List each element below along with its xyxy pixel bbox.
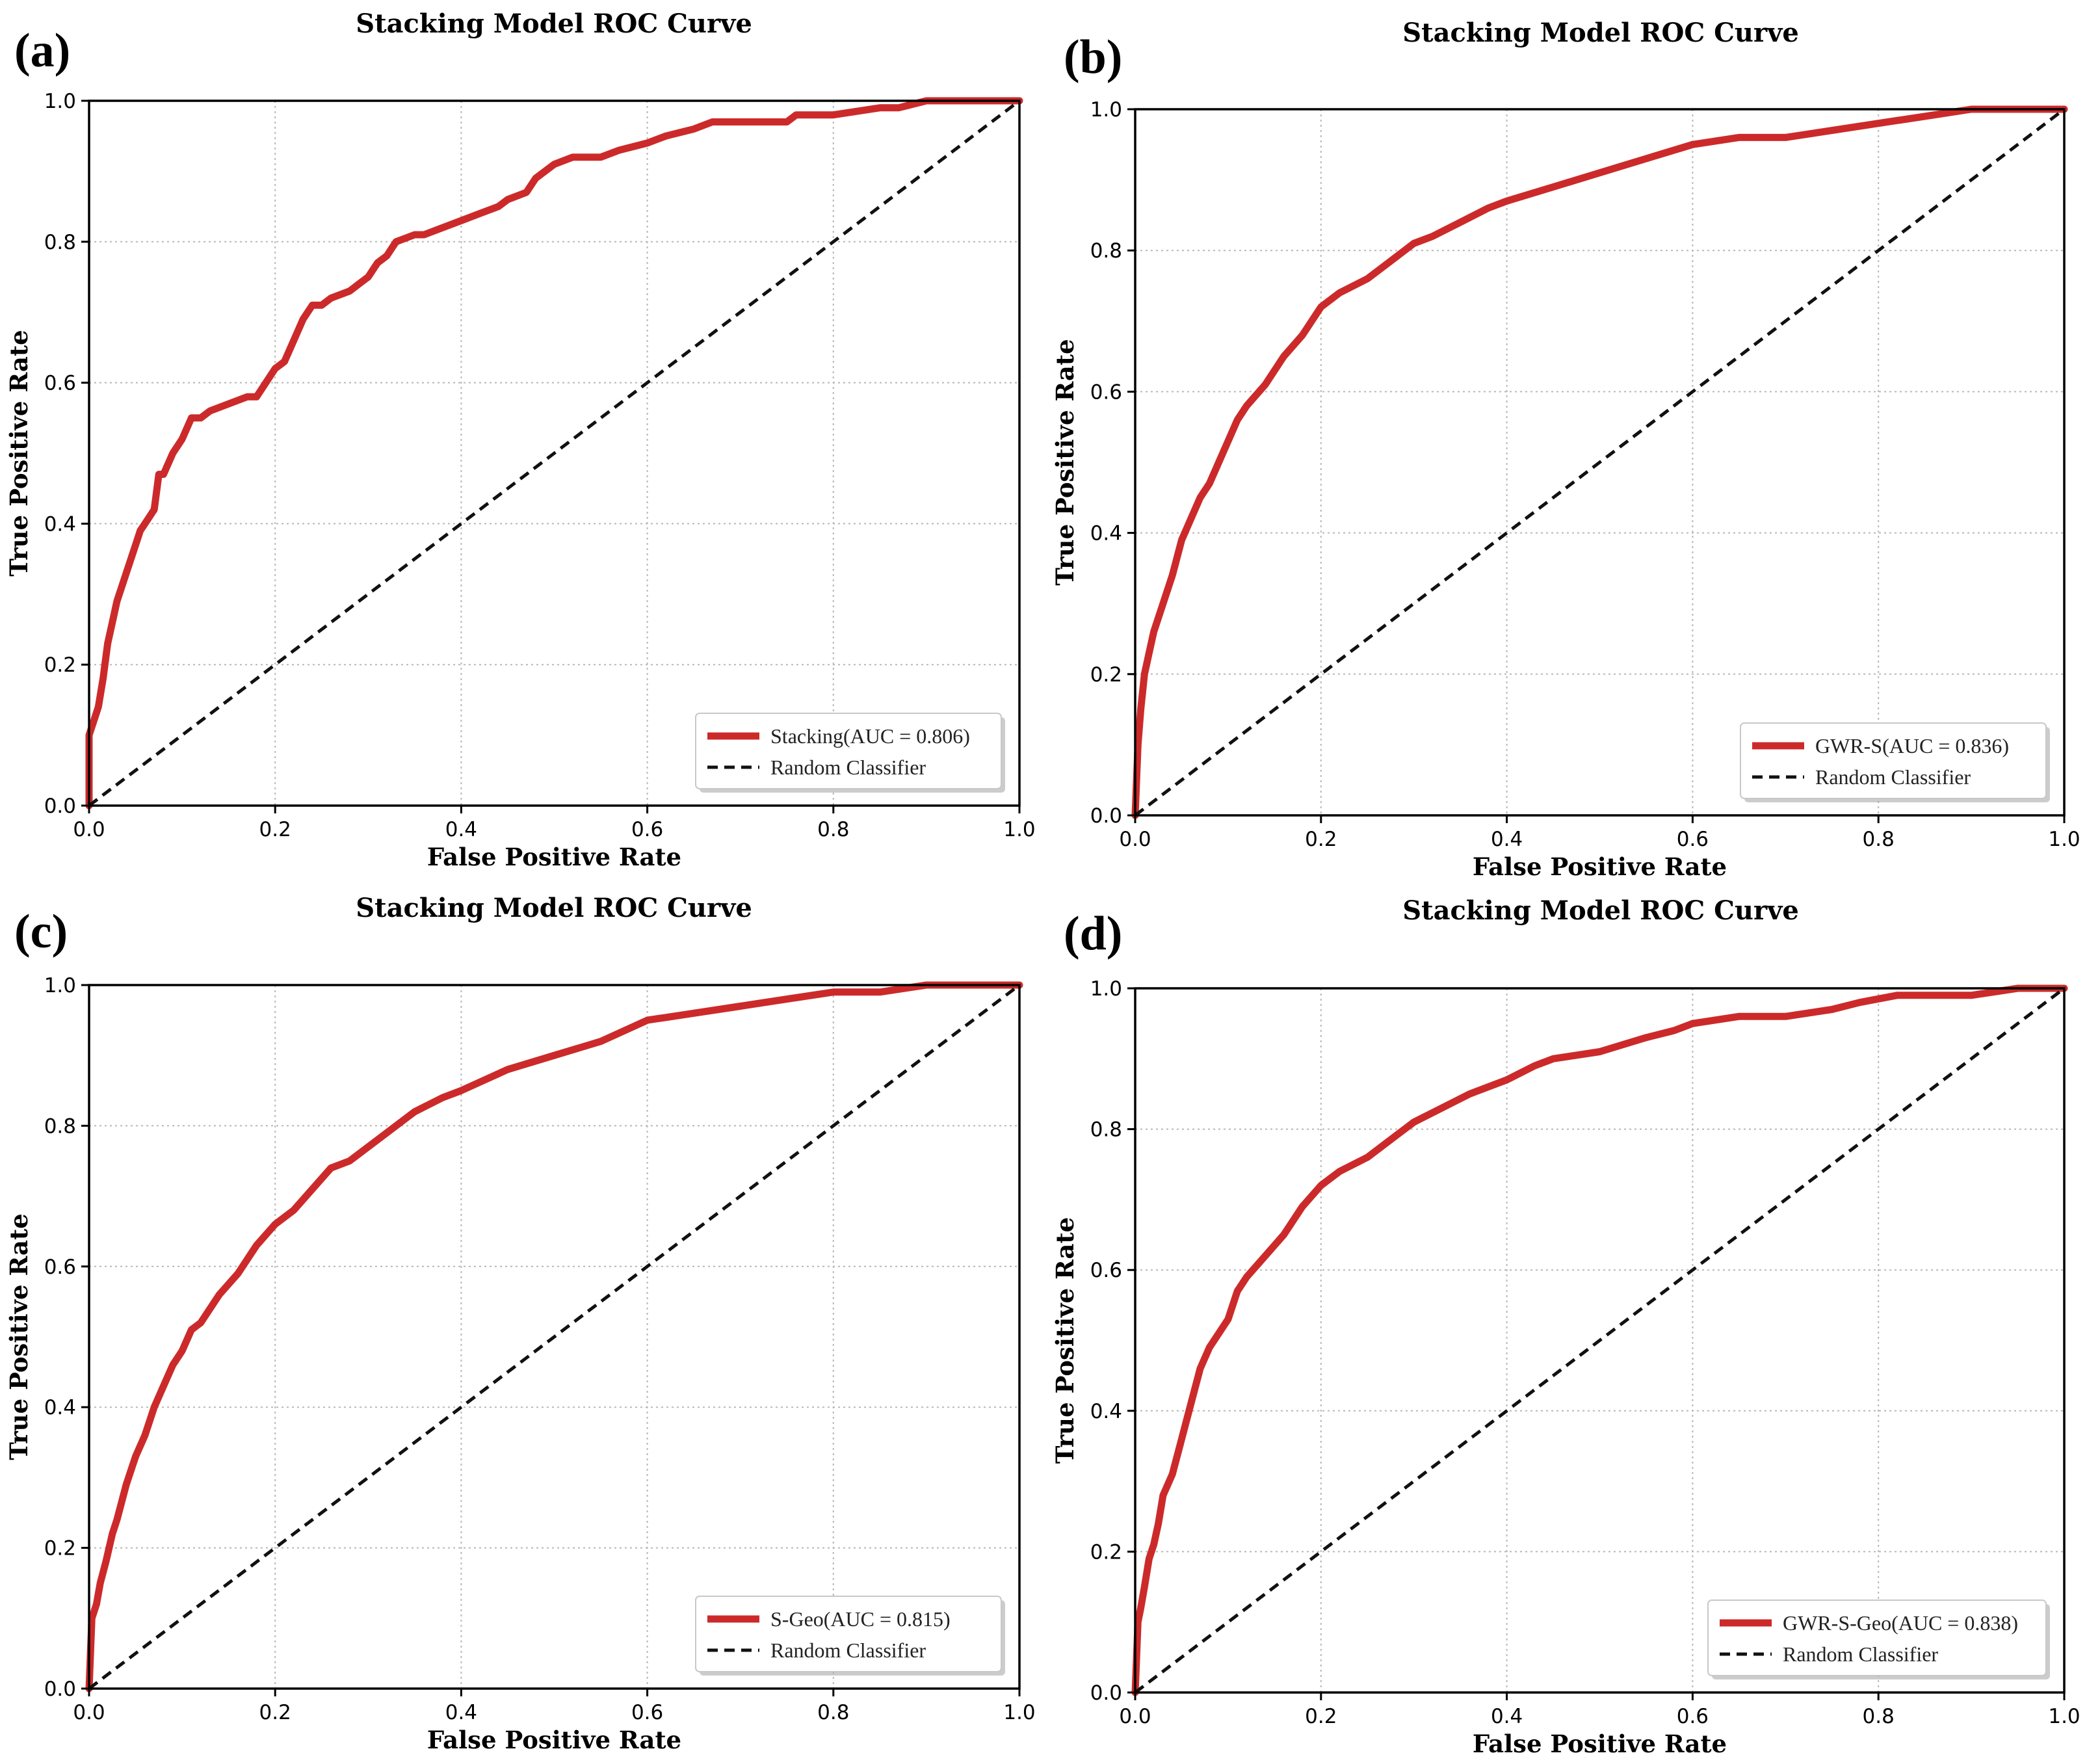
chart-title: Stacking Model ROC Curve xyxy=(1402,18,1799,48)
y-tick-label: 0.4 xyxy=(1090,522,1122,546)
chart-panel-2: (b) Stacking Model ROC Curve 0.0 0.2 0.4 0.6 0… xyxy=(1051,18,2080,881)
legend-entry-label: GWR-S(AUC = 0.836) xyxy=(1815,734,2009,757)
x-tick-label: 0.4 xyxy=(445,818,477,841)
y-tick-label: 0.8 xyxy=(1090,239,1122,263)
legend-entry-label: GWR-S-Geo(AUC = 0.838) xyxy=(1783,1611,2018,1635)
y-tick-label: 0.8 xyxy=(44,1114,76,1138)
x-tick-label: 0.4 xyxy=(1491,1705,1523,1728)
legend-entry-label: Stacking(AUC = 0.806) xyxy=(770,724,970,748)
roc-curve-line xyxy=(1131,984,2068,1696)
y-tick-label: 0.8 xyxy=(44,231,76,254)
random-classifier-line xyxy=(88,99,1021,807)
y-tick-label: 0.4 xyxy=(44,1396,76,1419)
x-tick-label: 0.4 xyxy=(1491,828,1523,851)
x-tick-label: 0.6 xyxy=(631,1701,663,1724)
x-tick-label: 1.0 xyxy=(2048,828,2080,851)
y-tick-label: 0.4 xyxy=(44,512,76,536)
y-tick-label: 0.6 xyxy=(44,1256,76,1279)
random-classifier-line xyxy=(88,984,1021,1690)
y-tick-label: 1.0 xyxy=(1090,977,1122,1001)
axes-frame xyxy=(88,984,1021,1690)
y-tick-label: 0.0 xyxy=(1090,804,1122,828)
chart-panel-4: (d) Stacking Model ROC Curve 0.0 0.2 0.4 0.6 0… xyxy=(1051,895,2080,1758)
axes-frame xyxy=(1134,987,2066,1694)
legend-entry-label: Random Classifier xyxy=(770,756,926,779)
y-tick-label: 1.0 xyxy=(1090,98,1122,122)
x-tick-label: 0.8 xyxy=(817,1701,849,1724)
y-tick-label: 0.6 xyxy=(1090,380,1122,404)
legend-box xyxy=(695,713,1002,789)
x-tick-label: 0.0 xyxy=(73,818,105,841)
panel-label: (c) xyxy=(14,905,68,958)
chart-title: Stacking Model ROC Curve xyxy=(356,8,752,39)
panel-label: (b) xyxy=(1064,31,1122,84)
legend-box xyxy=(1707,1599,2047,1676)
x-tick-label: 0.0 xyxy=(1119,828,1151,851)
x-tick-label: 0.0 xyxy=(1119,1705,1151,1728)
legend-box xyxy=(1740,722,2047,799)
y-tick-label: 0.2 xyxy=(1090,663,1122,687)
legend: Stacking(AUC = 0.806) Random Classifier xyxy=(695,713,1005,793)
legend-entry-label: Random Classifier xyxy=(770,1639,926,1662)
x-tick-label: 1.0 xyxy=(1003,1701,1035,1724)
y-tick-label: 0.8 xyxy=(1090,1118,1122,1142)
roc-curve-line xyxy=(85,97,1023,810)
chart-title: Stacking Model ROC Curve xyxy=(1402,895,1799,926)
legend-entry-label: Random Classifier xyxy=(1783,1642,1938,1666)
random-classifier-line xyxy=(1134,987,2066,1694)
x-tick-label: 0.8 xyxy=(817,818,849,841)
x-tick-label: 0.4 xyxy=(445,1701,477,1724)
x-tick-label: 0.6 xyxy=(631,818,663,841)
axes-frame xyxy=(1134,108,2066,817)
x-tick-label: 0.2 xyxy=(259,818,291,841)
x-axis-label: False Positive Rate xyxy=(1473,852,1727,881)
y-tick-label: 0.4 xyxy=(1090,1400,1122,1423)
y-tick-label: 0.6 xyxy=(1090,1259,1122,1282)
y-tick-label: 0.2 xyxy=(44,1537,76,1560)
random-classifier-line xyxy=(1134,108,2066,817)
y-tick-label: 0.6 xyxy=(44,372,76,395)
legend-entry-label: Random Classifier xyxy=(1815,765,1971,789)
y-tick-label: 0.0 xyxy=(44,1678,76,1701)
x-tick-label: 1.0 xyxy=(2048,1705,2080,1728)
legend-entry-label: S-Geo(AUC = 0.815) xyxy=(770,1607,951,1631)
x-tick-label: 0.0 xyxy=(73,1701,105,1724)
roc-curve-line xyxy=(1131,105,2068,819)
panel-label: (d) xyxy=(1064,907,1122,960)
y-axis-label: True Positive Rate xyxy=(5,1213,33,1460)
chart-panel-1: (a) Stacking Model ROC Curve 0.0 0.2 0.4 0.6 0… xyxy=(5,8,1036,871)
y-axis-label: True Positive Rate xyxy=(5,330,33,576)
x-tick-label: 0.6 xyxy=(1677,828,1709,851)
roc-curve-line xyxy=(85,981,1023,1692)
x-tick-label: 0.6 xyxy=(1677,1705,1709,1728)
y-axis-label: True Positive Rate xyxy=(1051,1217,1079,1464)
y-tick-label: 1.0 xyxy=(44,90,76,113)
y-axis-label: True Positive Rate xyxy=(1051,339,1079,585)
y-tick-label: 0.2 xyxy=(44,653,76,677)
y-tick-label: 0.0 xyxy=(1090,1681,1122,1705)
legend: GWR-S(AUC = 0.836) Random Classifier xyxy=(1740,722,2050,802)
legend-box xyxy=(695,1596,1002,1672)
x-tick-label: 0.2 xyxy=(1305,828,1337,851)
axes-frame xyxy=(88,99,1021,807)
x-axis-label: False Positive Rate xyxy=(427,1726,681,1754)
chart-title: Stacking Model ROC Curve xyxy=(356,893,752,923)
x-tick-label: 0.2 xyxy=(259,1701,291,1724)
y-tick-label: 0.0 xyxy=(44,795,76,818)
chart-panel-3: (c) Stacking Model ROC Curve 0.0 0.2 0.4 0.6 0… xyxy=(5,893,1036,1754)
y-tick-label: 1.0 xyxy=(44,974,76,997)
panel-label: (a) xyxy=(14,24,70,77)
legend: S-Geo(AUC = 0.815) Random Classifier xyxy=(695,1596,1005,1676)
x-tick-label: 0.8 xyxy=(1863,828,1895,851)
y-tick-label: 0.2 xyxy=(1090,1540,1122,1564)
x-tick-label: 0.8 xyxy=(1863,1705,1895,1728)
x-axis-label: False Positive Rate xyxy=(427,843,681,871)
x-tick-label: 1.0 xyxy=(1003,818,1035,841)
legend: GWR-S-Geo(AUC = 0.838) Random Classifier xyxy=(1707,1599,2050,1679)
x-axis-label: False Positive Rate xyxy=(1473,1730,1727,1758)
x-tick-label: 0.2 xyxy=(1305,1705,1337,1728)
